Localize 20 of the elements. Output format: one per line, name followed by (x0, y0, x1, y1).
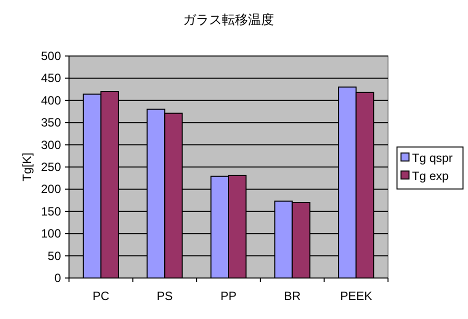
x-tick-label: BR (284, 289, 301, 303)
x-tick-label: PC (92, 289, 110, 303)
y-axis-title: Tg[K] (20, 152, 34, 182)
y-tick-label: 50 (48, 248, 62, 263)
legend-label: Tg exp (412, 169, 450, 183)
chart-title: ガラス転移温度 (183, 12, 274, 27)
y-tick-label: 300 (40, 138, 62, 152)
y-tick-label: 200 (40, 182, 62, 196)
y-tick-label: 100 (40, 226, 62, 241)
legend-label: Tg qspr (412, 151, 453, 165)
x-tick-label: PEEK (340, 289, 372, 303)
y-tick-label: 0 (54, 271, 62, 285)
x-tick-label: PP (220, 289, 237, 303)
y-tick-label: 450 (40, 71, 62, 86)
y-tick-label: 350 (40, 116, 62, 130)
y-tick-label: 250 (40, 160, 62, 174)
y-tick-label: 500 (40, 49, 62, 63)
x-tick-label: PS (156, 289, 173, 303)
y-tick-label: 400 (40, 93, 62, 108)
y-tick-label: 150 (40, 204, 62, 218)
